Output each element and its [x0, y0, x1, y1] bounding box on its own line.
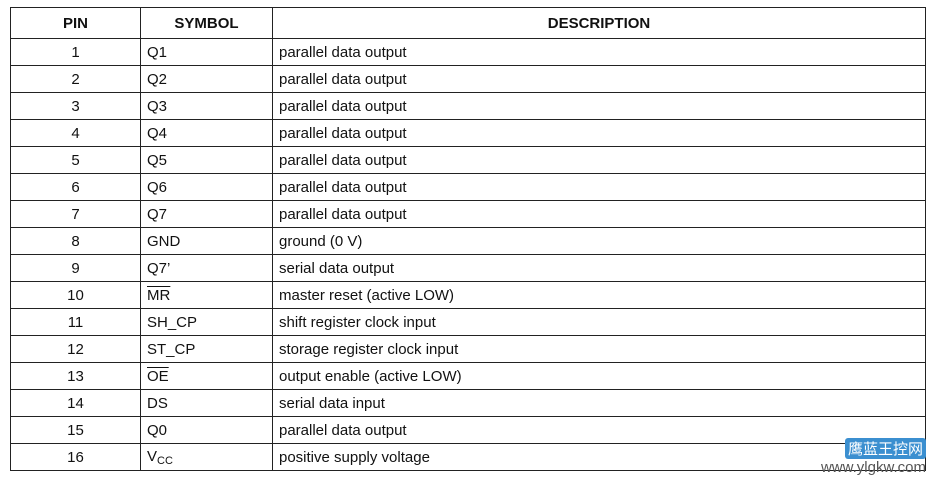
description-cell: serial data input [272, 389, 926, 417]
symbol-cell: GND [140, 227, 273, 255]
description-cell: shift register clock input [272, 308, 926, 336]
table-row: 15 Q0 parallel data output [10, 416, 926, 444]
symbol-subscript: CC [157, 454, 173, 467]
description-cell: parallel data output [272, 416, 926, 444]
pin-cell: 6 [10, 173, 141, 201]
description-cell: ground (0 V) [272, 227, 926, 255]
description-cell: parallel data output [272, 65, 926, 93]
description-cell: parallel data output [272, 146, 926, 174]
description-cell: parallel data output [272, 173, 926, 201]
symbol-cell: SH_CP [140, 308, 273, 336]
symbol-cell: OE [140, 362, 273, 390]
pin-cell: 10 [10, 281, 141, 309]
symbol-text: Q4 [147, 124, 168, 142]
table-row: 9 Q7’ serial data output [10, 254, 926, 282]
pin-cell: 4 [10, 119, 141, 147]
table-row: 8 GND ground (0 V) [10, 227, 926, 255]
symbol-text: DS [147, 394, 168, 412]
watermark-logo: 鹰蓝王控网 [844, 438, 926, 459]
pin-cell: 14 [10, 389, 141, 417]
description-cell: master reset (active LOW) [272, 281, 926, 309]
pin-cell: 8 [10, 227, 141, 255]
watermark: 鹰蓝王控网 www.ylgkw.com [821, 438, 926, 477]
table-row: 3 Q3 parallel data output [10, 92, 926, 120]
symbol-cell: Q2 [140, 65, 273, 93]
pin-cell: 16 [10, 443, 141, 471]
pin-cell: 9 [10, 254, 141, 282]
symbol-cell: Q7’ [140, 254, 273, 282]
symbol-text: Q5 [147, 151, 168, 169]
header-pin: PIN [10, 7, 141, 39]
symbol-cell: DS [140, 389, 273, 417]
symbol-text: Q6 [147, 178, 168, 196]
table-row: 7 Q7 parallel data output [10, 200, 926, 228]
symbol-text: Q3 [147, 97, 168, 115]
pin-cell: 2 [10, 65, 141, 93]
pin-cell: 7 [10, 200, 141, 228]
description-cell: parallel data output [272, 92, 926, 120]
table-row: 1 Q1 parallel data output [10, 38, 926, 66]
pin-cell: 5 [10, 146, 141, 174]
description-cell: parallel data output [272, 200, 926, 228]
symbol-cell: Q7 [140, 200, 273, 228]
symbol-text: Q1 [147, 43, 168, 61]
symbol-cell: ST_CP [140, 335, 273, 363]
pin-cell: 13 [10, 362, 141, 390]
table-row: 16 VCC positive supply voltage [10, 443, 926, 471]
symbol-cell: Q6 [140, 173, 273, 201]
header-description: DESCRIPTION [272, 7, 926, 39]
symbol-text: ST_CP [147, 340, 196, 358]
pin-cell: 15 [10, 416, 141, 444]
table-row: 2 Q2 parallel data output [10, 65, 926, 93]
symbol-cell: VCC [140, 443, 273, 471]
pin-cell: 1 [10, 38, 141, 66]
symbol-text: MR [147, 286, 171, 304]
pin-cell: 11 [10, 308, 141, 336]
description-cell: parallel data output [272, 38, 926, 66]
symbol-text: Q7 [147, 205, 168, 223]
table-row: 10 MR master reset (active LOW) [10, 281, 926, 309]
symbol-text: GND [147, 232, 181, 250]
description-cell: storage register clock input [272, 335, 926, 363]
description-cell: parallel data output [272, 119, 926, 147]
table-row: 14 DS serial data input [10, 389, 926, 417]
symbol-text: Q0 [147, 421, 168, 439]
table-row: 13 OE output enable (active LOW) [10, 362, 926, 390]
header-row: PIN SYMBOL DESCRIPTION [10, 7, 926, 39]
description-cell: positive supply voltage [272, 443, 926, 471]
symbol-text: Q7’ [147, 259, 171, 277]
symbol-text: Q2 [147, 70, 168, 88]
symbol-cell: Q3 [140, 92, 273, 120]
description-cell: output enable (active LOW) [272, 362, 926, 390]
table-row: 11 SH_CP shift register clock input [10, 308, 926, 336]
symbol-cell: MR [140, 281, 273, 309]
symbol-cell: Q4 [140, 119, 273, 147]
table-row: 5 Q5 parallel data output [10, 146, 926, 174]
symbol-cell: Q1 [140, 38, 273, 66]
description-cell: serial data output [272, 254, 926, 282]
symbol-cell: Q5 [140, 146, 273, 174]
table-row: 6 Q6 parallel data output [10, 173, 926, 201]
table-row: 12 ST_CP storage register clock input [10, 335, 926, 363]
table-row: 4 Q4 parallel data output [10, 119, 926, 147]
pin-cell: 12 [10, 335, 141, 363]
symbol-text: SH_CP [147, 313, 198, 331]
watermark-url: www.ylgkw.com [820, 459, 926, 476]
pin-description-table: PIN SYMBOL DESCRIPTION 1 Q1 parallel dat… [10, 7, 926, 471]
pin-cell: 3 [10, 92, 141, 120]
symbol-cell: Q0 [140, 416, 273, 444]
symbol-text: V [147, 447, 158, 465]
header-symbol: SYMBOL [140, 7, 273, 39]
symbol-text: OE [147, 367, 169, 385]
